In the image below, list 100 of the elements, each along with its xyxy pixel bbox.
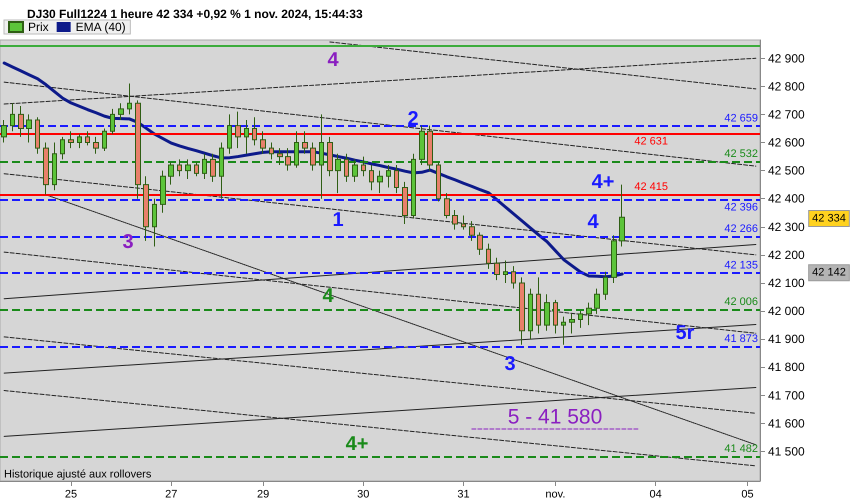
candlestick xyxy=(93,136,99,154)
candlestick xyxy=(177,158,182,177)
annotation: 4+ xyxy=(346,433,368,455)
x-tick-label: 29 xyxy=(256,488,270,500)
candlestick xyxy=(118,102,124,121)
candlestick xyxy=(235,111,241,149)
text: 42 142 xyxy=(812,266,846,279)
candlestick xyxy=(619,184,625,247)
candlestick xyxy=(110,108,115,135)
y-tick-label: 42 700 xyxy=(768,107,806,122)
candlestick xyxy=(210,153,216,182)
y-tick-label: 42 300 xyxy=(768,220,806,234)
candlestick xyxy=(503,260,508,284)
ref-line-label: 42 266 xyxy=(724,222,758,235)
ref-line-label: 41 873 xyxy=(724,333,758,346)
candlestick xyxy=(394,164,399,194)
candlestick xyxy=(185,158,191,180)
candlestick xyxy=(168,162,174,186)
candlestick xyxy=(469,220,475,242)
candlestick xyxy=(486,243,491,270)
candlestick xyxy=(536,276,541,334)
candlestick xyxy=(127,83,132,115)
candlestick xyxy=(252,116,257,146)
candlestick xyxy=(553,299,558,334)
annotation: 4 xyxy=(587,211,600,233)
candlestick xyxy=(60,136,65,160)
candlestick xyxy=(135,100,141,200)
candlestick xyxy=(227,114,232,154)
candlestick xyxy=(586,302,592,326)
candlestick xyxy=(427,125,433,172)
candlestick xyxy=(26,114,32,144)
candlestick xyxy=(102,128,107,152)
ref-line-label: 42 631 xyxy=(634,135,668,148)
candlestick xyxy=(361,156,366,177)
y-tick-label: 41 500 xyxy=(768,444,806,459)
candlestick xyxy=(260,130,266,154)
annotation: Historique ajusté aux rollovers xyxy=(4,468,152,480)
ref-line-label: 41 482 xyxy=(724,443,758,456)
ref-line-label: 42 006 xyxy=(724,296,758,308)
annotation: 1 xyxy=(332,209,344,231)
candlestick xyxy=(294,130,299,168)
candlestick xyxy=(269,142,274,160)
candlestick xyxy=(160,170,166,214)
candlestick xyxy=(386,164,391,188)
candlestick xyxy=(494,257,500,281)
candlestick xyxy=(310,142,316,172)
x-tick-label: 25 xyxy=(64,488,78,500)
candlestick xyxy=(352,158,358,182)
candlestick xyxy=(77,134,82,149)
candlestick xyxy=(477,232,483,256)
candlestick xyxy=(419,125,425,166)
candlestick xyxy=(202,153,207,180)
y-tick-label: 42 900 xyxy=(768,51,806,66)
annotation: 2 xyxy=(407,108,419,130)
ref-line-label: 42 396 xyxy=(724,201,758,214)
y-tick-label: 42 400 xyxy=(768,192,806,206)
candlestick xyxy=(594,288,600,314)
candlestick xyxy=(544,294,550,332)
x-tick-label: 27 xyxy=(165,488,178,500)
x-tick-label: 05 xyxy=(741,488,754,500)
candlestick xyxy=(603,271,608,300)
candlestick xyxy=(68,130,74,149)
candlestick xyxy=(1,120,7,144)
annotation: 3 xyxy=(122,231,134,253)
candlestick xyxy=(219,142,224,200)
candlestick xyxy=(377,170,383,194)
y-tick-label: 42 600 xyxy=(768,136,806,150)
candlestick xyxy=(277,148,283,166)
candlestick xyxy=(319,114,324,200)
y-tick-label: 42 800 xyxy=(768,79,806,94)
y-tick-label: 41 600 xyxy=(768,416,806,430)
y-tick-label: 42 100 xyxy=(768,276,806,290)
candlestick xyxy=(369,164,374,191)
annotation: 4+ xyxy=(592,171,614,193)
legend-label: EMA (40) xyxy=(76,20,126,34)
annotation: 3 xyxy=(504,353,516,375)
candlestick xyxy=(152,198,157,247)
candlestick xyxy=(402,181,408,224)
candlestick xyxy=(528,288,533,340)
x-tick-label: 30 xyxy=(357,488,370,500)
candlestick xyxy=(194,162,199,177)
candlestick xyxy=(52,142,57,191)
candlestick xyxy=(611,234,617,284)
x-tick-label: nov. xyxy=(545,488,566,500)
candlestick xyxy=(18,106,24,138)
ref-line-label: 42 659 xyxy=(724,112,758,124)
candlestick xyxy=(519,276,525,346)
x-tick-label: 04 xyxy=(649,488,662,500)
candlestick xyxy=(511,266,516,290)
candlestick xyxy=(578,310,583,328)
text: 42 334 xyxy=(812,212,846,224)
candlestick xyxy=(461,215,466,230)
candlestick xyxy=(35,116,40,154)
y-tick-label: 41 800 xyxy=(768,360,806,374)
candlestick xyxy=(436,162,441,202)
candlestick xyxy=(143,176,149,242)
y-tick-label: 42 500 xyxy=(768,164,806,178)
candlestick xyxy=(327,136,333,177)
annotation: 5 - 41 580 xyxy=(508,406,602,428)
candlestick xyxy=(285,148,291,172)
